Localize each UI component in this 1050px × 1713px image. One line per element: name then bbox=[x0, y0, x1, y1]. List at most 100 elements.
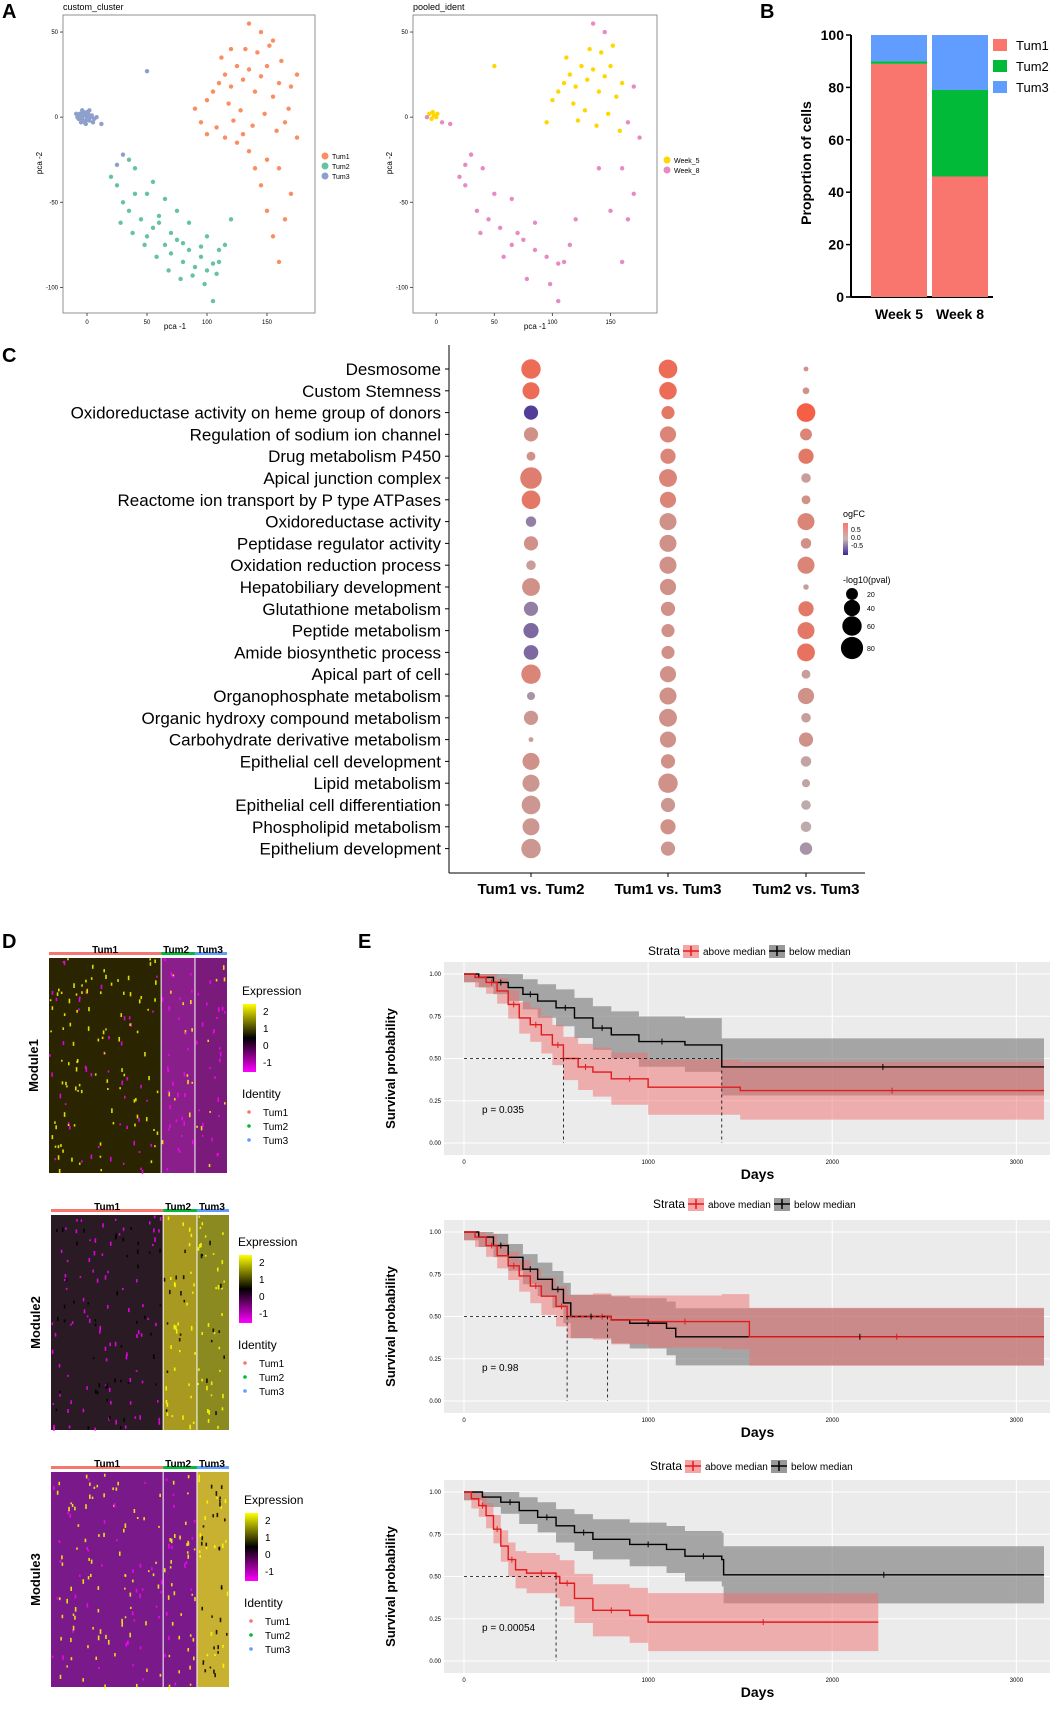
heatmap-cell bbox=[205, 1002, 208, 1006]
heatmap-cell bbox=[63, 1304, 66, 1309]
heatmap-cell bbox=[105, 1028, 107, 1031]
enrichment-dot bbox=[799, 842, 813, 855]
bar-segment-tum3 bbox=[871, 35, 927, 62]
heatmap-cell bbox=[72, 1613, 75, 1616]
heatmap-cell bbox=[209, 1240, 211, 1246]
term-label: Epithelium development bbox=[260, 840, 442, 859]
scatter-point-tum3 bbox=[80, 116, 85, 122]
heatmap-cell bbox=[189, 1424, 191, 1430]
enrichment-dot bbox=[796, 403, 816, 422]
heatmap-cell bbox=[173, 1504, 175, 1508]
p-value: p = 0.035 bbox=[482, 1105, 524, 1116]
group-label: Tum3 bbox=[199, 1202, 225, 1213]
heatmap-cell bbox=[166, 1402, 169, 1407]
scatter-point-tum1 bbox=[258, 29, 264, 35]
scatter-point-tum2 bbox=[144, 234, 150, 239]
y-tick-label: 0.50 bbox=[429, 1575, 441, 1581]
heatmap-cell bbox=[184, 1029, 187, 1034]
enrichment-dot bbox=[798, 732, 814, 747]
heatmap-cell bbox=[56, 1490, 59, 1495]
x-tick-label: Tum2 vs. Tum3 bbox=[753, 881, 860, 898]
heatmap-cell bbox=[175, 1275, 178, 1280]
heatmap-cell bbox=[147, 1008, 149, 1011]
heatmap-cell bbox=[184, 1092, 186, 1098]
scatter-point-week-8 bbox=[480, 166, 485, 171]
heatmap-cell bbox=[174, 1283, 176, 1288]
heatmap-cell bbox=[135, 1370, 138, 1372]
heatmap-cell bbox=[202, 1525, 205, 1528]
heatmap-cell bbox=[68, 1425, 71, 1429]
heatmap-cell bbox=[70, 1323, 72, 1326]
heatmap-cell bbox=[150, 1160, 153, 1164]
scatter-point-tum2 bbox=[180, 259, 186, 265]
heatmap-cell bbox=[210, 1339, 213, 1343]
y-tick-label: 0.75 bbox=[429, 1272, 441, 1278]
scatter-point-tum2 bbox=[214, 271, 219, 277]
heatmap-cell bbox=[103, 969, 106, 973]
y-tick-label: 60 bbox=[828, 132, 844, 148]
heatmap-cell bbox=[201, 1378, 203, 1382]
heatmap-cell bbox=[99, 1328, 101, 1332]
heatmap-cell bbox=[74, 1607, 77, 1612]
heatmap-cell bbox=[221, 1259, 224, 1265]
heatmap-cell bbox=[93, 1250, 96, 1256]
y-tick-label: 50 bbox=[401, 30, 408, 36]
heatmap-cell bbox=[219, 1499, 221, 1502]
heatmap-cell bbox=[87, 1478, 90, 1481]
enrichment-dot bbox=[797, 622, 815, 640]
heatmap-cell bbox=[111, 1108, 113, 1114]
scatter-point-week-8 bbox=[478, 230, 483, 236]
heatmap-cell bbox=[222, 965, 225, 970]
scatter-point-week-5 bbox=[596, 89, 602, 94]
heatmap-cell bbox=[146, 1668, 148, 1673]
heatmap-cell bbox=[82, 1408, 85, 1413]
heatmap-cell bbox=[112, 1487, 114, 1491]
heatmap-cell bbox=[54, 1158, 57, 1161]
scatter-point-tum3 bbox=[83, 121, 89, 127]
enrichment-dot bbox=[801, 669, 811, 679]
scatter-point-tum1 bbox=[270, 94, 276, 99]
heatmap-cell bbox=[193, 1548, 196, 1551]
enrichment-dot bbox=[801, 800, 811, 810]
heatmap-cell bbox=[114, 1653, 116, 1657]
scatter-point-tum3 bbox=[94, 114, 99, 120]
heatmap-cell bbox=[165, 1386, 168, 1391]
heatmap-cell bbox=[198, 1477, 200, 1483]
heatmap-cell bbox=[56, 1597, 59, 1600]
scatter-point-tum1 bbox=[234, 63, 240, 69]
y-tick-label: 0.25 bbox=[429, 1357, 441, 1363]
ci-band-above bbox=[464, 1232, 1044, 1368]
heatmap-cell bbox=[92, 1357, 95, 1360]
heatmap-cell bbox=[156, 1090, 159, 1094]
scatter-point-week-8 bbox=[486, 217, 491, 222]
heatmap-cell bbox=[161, 1140, 164, 1145]
heatmap-cell bbox=[217, 1425, 219, 1429]
scatter-point-tum1 bbox=[270, 38, 276, 43]
enrichment-dot bbox=[526, 691, 536, 701]
group-annotation-bar bbox=[51, 1466, 164, 1469]
scatter-point-week-5 bbox=[617, 128, 623, 133]
scatter-point-week-8 bbox=[501, 254, 506, 260]
heatmap-cell bbox=[146, 1099, 148, 1102]
scatter-point-tum2 bbox=[190, 273, 195, 278]
y-axis-label: Survival probability bbox=[383, 1265, 398, 1386]
scatter-point-tum1 bbox=[204, 97, 210, 103]
scatter-point-tum2 bbox=[222, 242, 228, 248]
p-value: p = 0.00054 bbox=[482, 1623, 536, 1634]
heatmap-cell bbox=[179, 1535, 181, 1540]
enrichment-dot bbox=[660, 448, 676, 464]
heatmap-cell bbox=[224, 1499, 227, 1504]
enrichment-dot bbox=[523, 622, 539, 639]
heatmap-cell bbox=[221, 1006, 224, 1011]
heatmap-cell bbox=[99, 1142, 102, 1146]
heatmap-cell bbox=[218, 1330, 221, 1333]
scatter-point-tum2 bbox=[168, 230, 174, 236]
heatmap-cell bbox=[58, 1363, 61, 1368]
heatmap-cell bbox=[94, 1319, 97, 1322]
group-annotation-bar bbox=[49, 952, 162, 955]
scatter-point-week-5 bbox=[571, 101, 576, 106]
heatmap-cell bbox=[185, 1561, 188, 1564]
enrichment-dot bbox=[798, 601, 814, 617]
heatmap-cell bbox=[155, 1383, 157, 1386]
heatmap-cell bbox=[167, 1070, 170, 1073]
